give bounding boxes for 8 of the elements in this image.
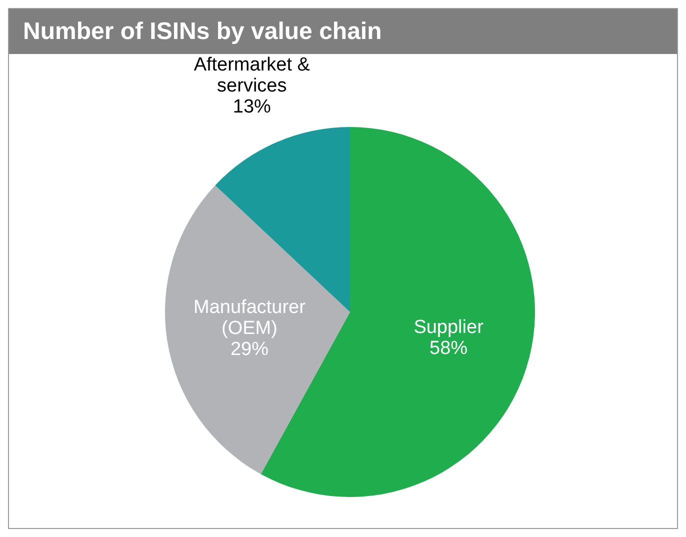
data-label: 29%: [230, 338, 269, 360]
slice-label: Manufacturer (OEM): [194, 296, 306, 338]
chart-title: Number of ISINs by value chain: [9, 9, 677, 54]
slice-label: Supplier: [414, 316, 484, 338]
data-label: 13%: [232, 96, 272, 117]
data-label: 58%: [430, 337, 468, 358]
pie-slice: [165, 185, 350, 474]
slice-label: Aftermarket & services: [194, 54, 310, 96]
